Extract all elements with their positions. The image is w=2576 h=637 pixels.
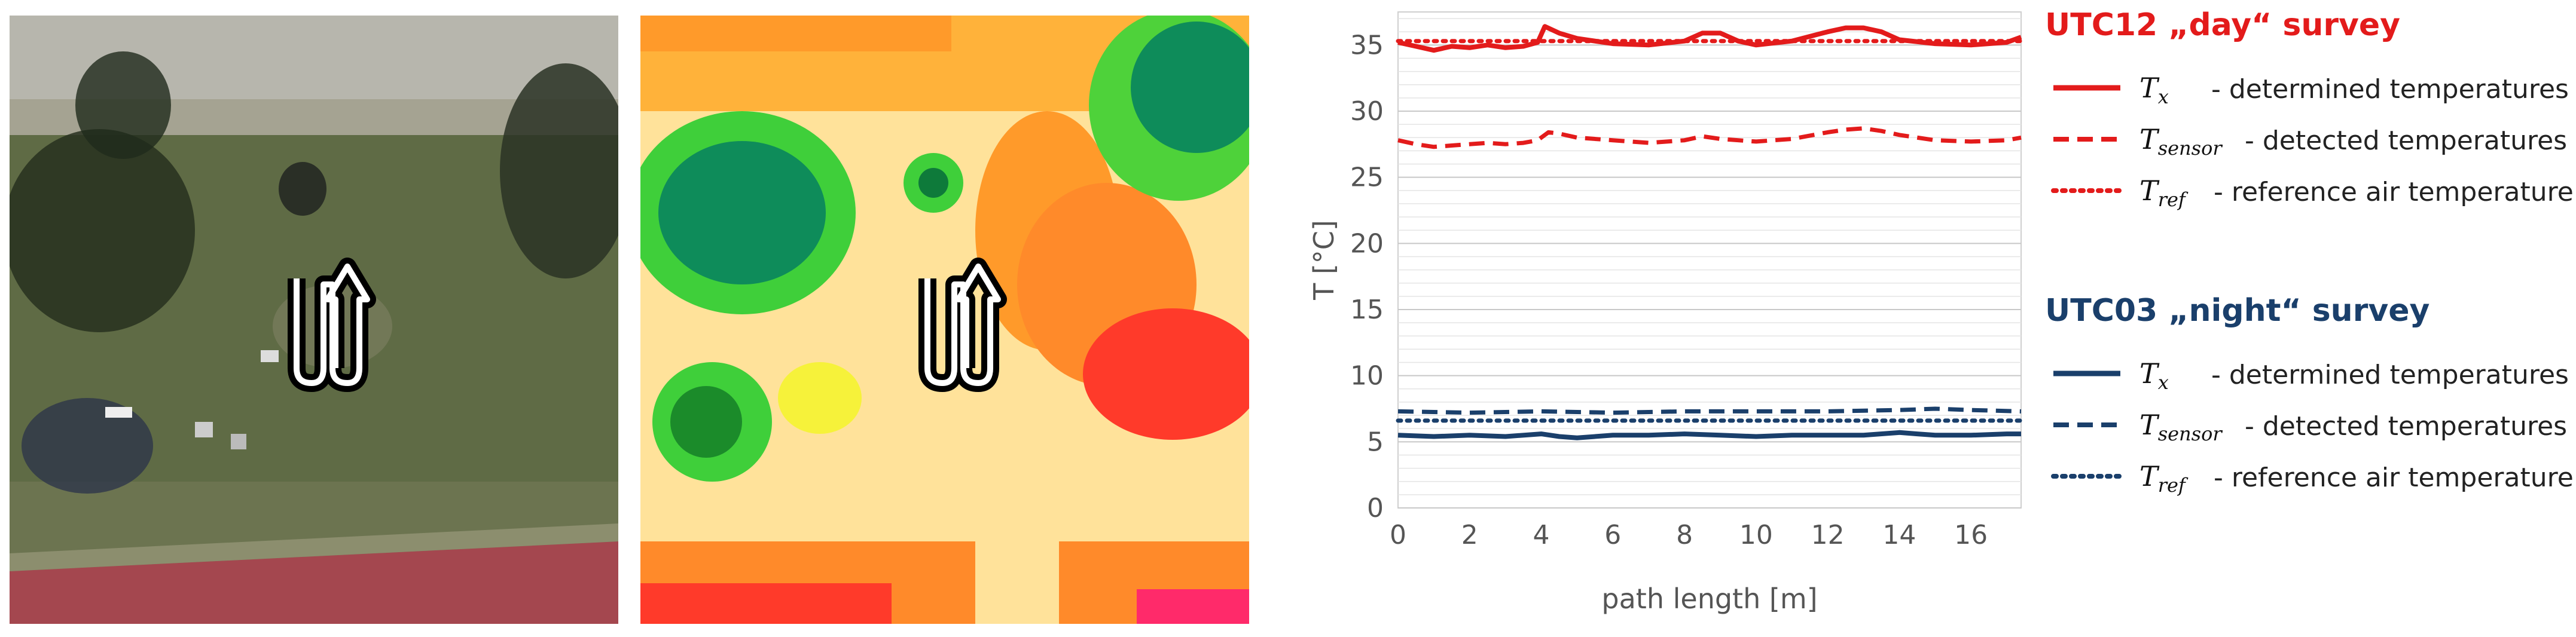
legend-symbol-subscript: sensor [2157, 422, 2222, 446]
legend-entry: Tsensor - detected temperatures [2045, 403, 2571, 451]
legend-symbol: Tsensor [2139, 409, 2222, 445]
legend-symbol-subscript: sensor [2157, 137, 2222, 160]
legend-symbol-base: T [2139, 357, 2158, 390]
legend-line-swatch [2053, 370, 2120, 376]
series-line-night-x [1397, 430, 2021, 440]
x-tick-label: 12 [1811, 520, 1845, 550]
y-axis-label: T [°C] [1308, 220, 1340, 301]
thermal-heatmap-image [640, 16, 1249, 624]
legend-entry: Tsensor - detected temperatures [2045, 117, 2571, 165]
x-axis-label: path length [m] [1601, 583, 1817, 615]
y-tick-label: 10 [1350, 361, 1384, 391]
y-tick-label: 5 [1367, 427, 1384, 457]
legend-line-swatch [2051, 188, 2123, 193]
legend-symbol-subscript: x [2157, 371, 2169, 394]
legend-label: - detected temperatures [2245, 125, 2568, 156]
legend-symbol-base: T [2139, 72, 2158, 104]
x-tick-label: 16 [1954, 520, 1988, 550]
temperature-chart: 0 5 10 15 20 25 30 35 0 2 4 6 8 10 12 14 16 path length [… [1268, 0, 2045, 635]
x-tick-label: 0 [1390, 520, 1406, 550]
legend-entry: Tref - reference air temperature [2045, 454, 2574, 502]
chart-legend: UTC12 „day“ survey Tx - determined tempera… [2045, 0, 2576, 635]
legend-entry: Tx - determined temperatures [2045, 351, 2571, 399]
x-tick-label: 8 [1676, 520, 1693, 550]
legend-symbol-base: T [2139, 123, 2158, 155]
x-tick-label: 4 [1533, 520, 1550, 550]
legend-symbol: Tx [2139, 72, 2169, 108]
aerial-rgb-image [10, 16, 618, 624]
legend-line-swatch [2053, 137, 2120, 142]
legend-line-swatch [2053, 85, 2120, 91]
y-tick-label: 25 [1350, 163, 1384, 193]
legend-label: - reference air temperature [2214, 463, 2574, 493]
y-tick-label: 15 [1350, 295, 1384, 325]
series-line-day-sensor [1397, 126, 2022, 149]
legend-symbol-subscript: ref [2157, 188, 2186, 212]
y-tick-label: 30 [1350, 96, 1384, 127]
legend-line-swatch [2051, 474, 2123, 479]
legend-symbol-base: T [2139, 409, 2158, 441]
x-tick-label: 14 [1882, 520, 1916, 550]
legend-symbol: Tref [2139, 174, 2186, 211]
legend-symbol-subscript: x [2157, 85, 2169, 109]
legend-symbol-base: T [2139, 460, 2158, 492]
legend-group-title: UTC03 „night“ survey [2045, 293, 2430, 329]
legend-label: - reference air temperature [2214, 177, 2574, 207]
legend-symbol: Tsensor [2139, 123, 2222, 160]
legend-symbol: Tref [2139, 460, 2186, 497]
x-tick-label: 10 [1739, 520, 1773, 550]
legend-symbol: Tx [2139, 357, 2169, 394]
legend-entry: Tref - reference air temperature [2045, 169, 2574, 216]
legend-symbol-subscript: ref [2157, 474, 2186, 497]
legend-label: - determined temperatures [2211, 74, 2569, 105]
legend-label: - determined temperatures [2211, 360, 2569, 390]
legend-line-swatch [2053, 422, 2120, 427]
y-tick-label: 0 [1367, 493, 1384, 523]
legend-entry: Tx - determined temperatures [2045, 66, 2571, 114]
legend-group-title: UTC12 „day“ survey [2045, 7, 2401, 43]
x-tick-label: 6 [1604, 520, 1621, 550]
y-tick-label: 20 [1350, 228, 1384, 259]
x-tick-label: 2 [1461, 520, 1478, 550]
legend-label: - detected temperatures [2245, 411, 2568, 442]
y-tick-label: 35 [1350, 30, 1384, 60]
plot-area [1397, 11, 2022, 509]
legend-symbol-base: T [2139, 174, 2158, 207]
